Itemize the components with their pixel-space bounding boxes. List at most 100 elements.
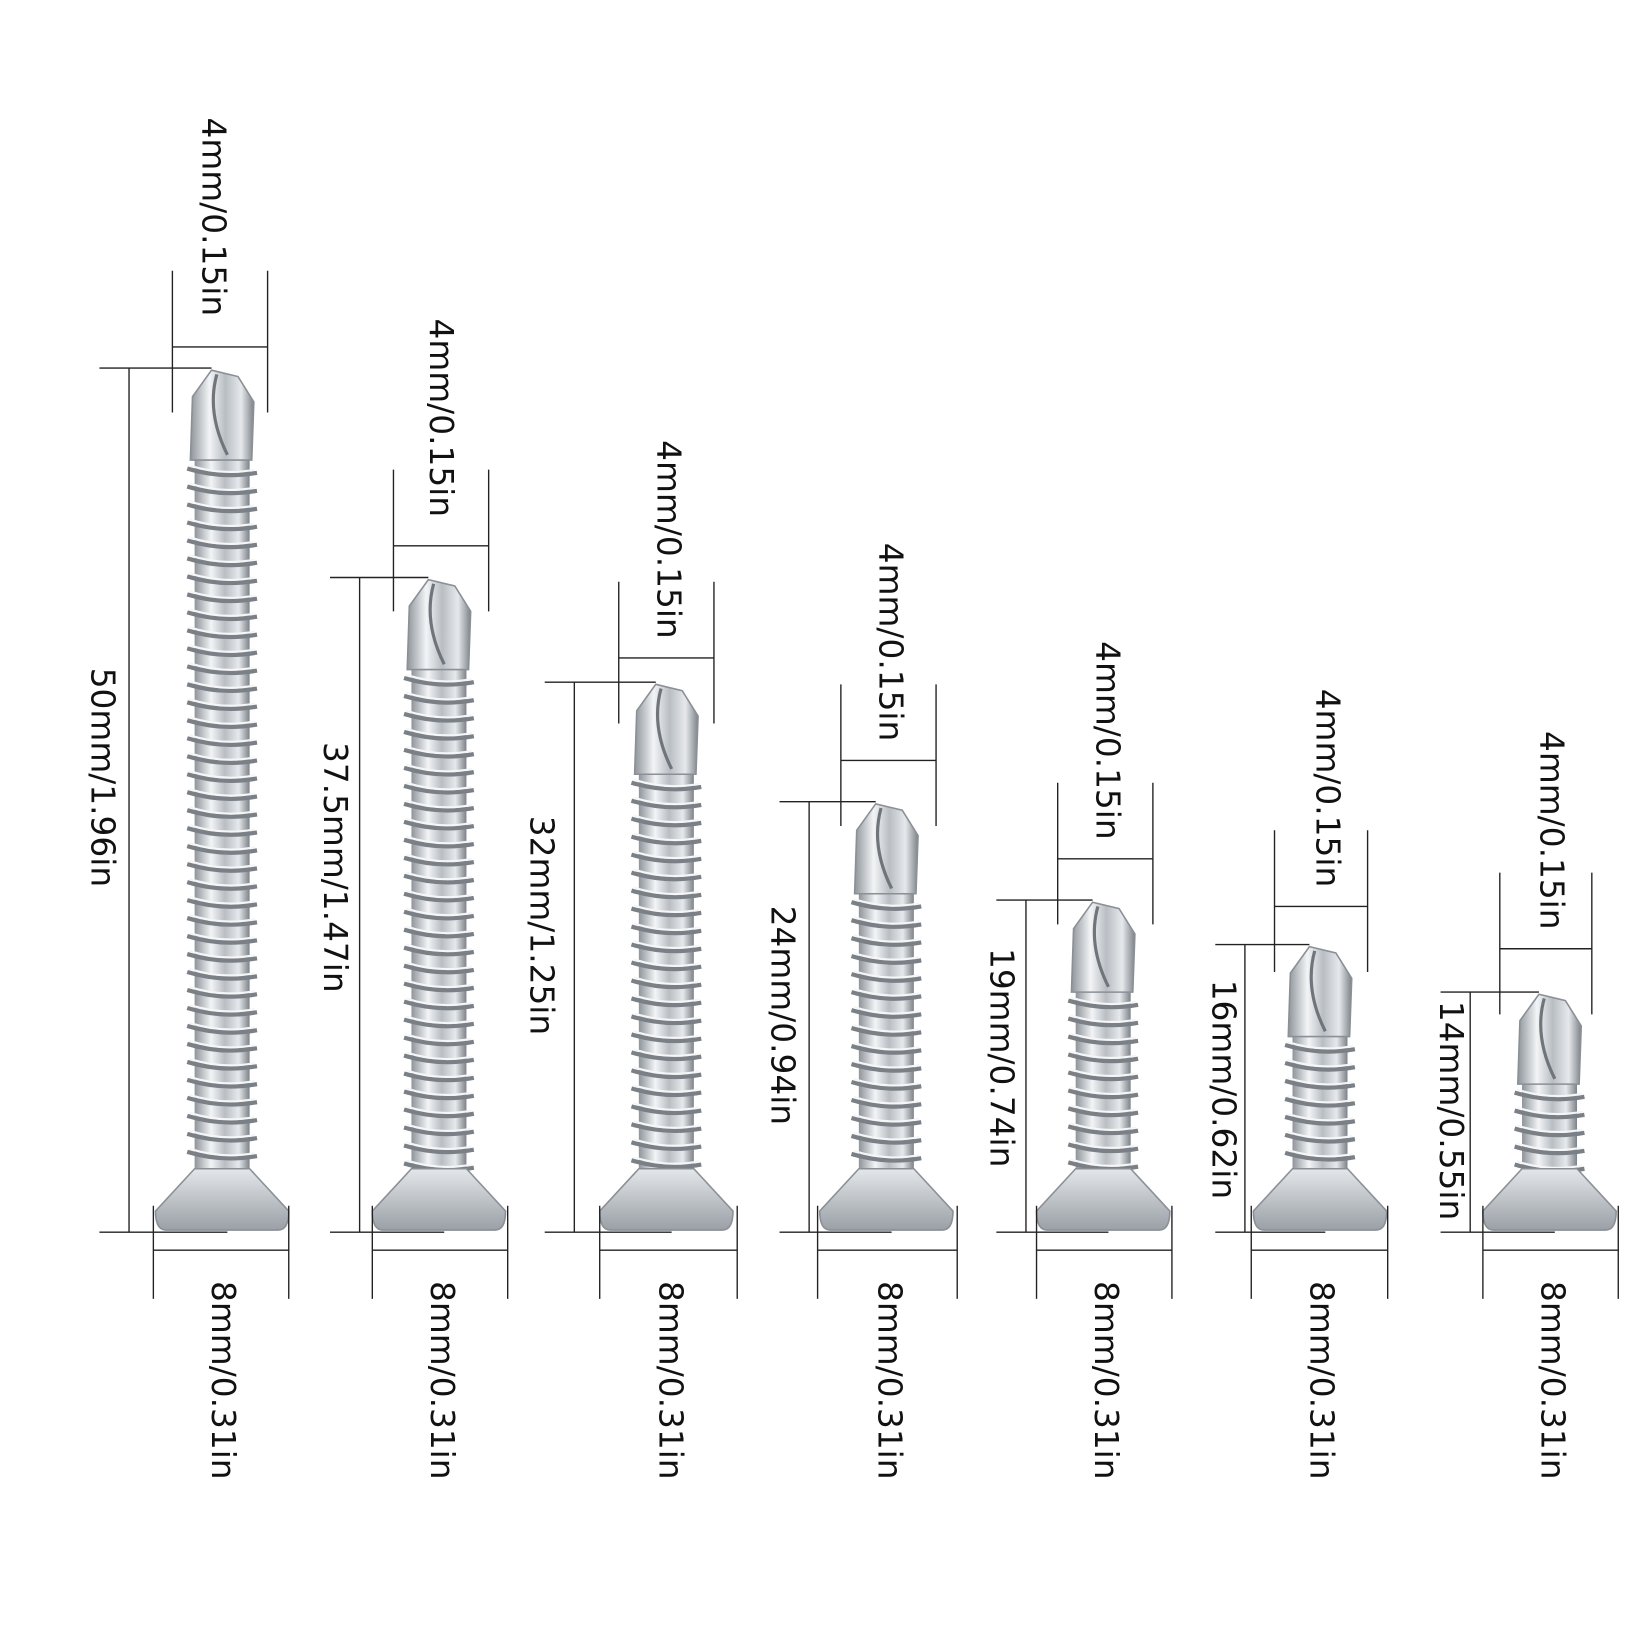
screw-thread-hi (853, 1077, 920, 1087)
screw-thread-hi (405, 1051, 472, 1061)
head-label: 8mm/0.31in (870, 1281, 908, 1480)
screw-thread-hi (1516, 1106, 1583, 1116)
screw-thread (403, 837, 475, 849)
screw-thread (186, 1023, 258, 1035)
screw: 16mm/0.62in 4mm/0.15in 8mm/0.31in (1205, 689, 1389, 1480)
screw-thread (403, 765, 475, 777)
screw-thread-hi (1286, 1094, 1353, 1104)
tip-label: 4mm/0.15in (1088, 641, 1126, 840)
screw-thread-hi (189, 985, 256, 995)
screw-thread-hi (853, 1131, 920, 1141)
screw-thread-hi (405, 961, 472, 971)
screw-thread-hi (189, 841, 256, 851)
screw-thread (186, 1005, 258, 1017)
screw-thread-hi (405, 691, 472, 701)
screw-tip (1516, 993, 1583, 1085)
screw-thread-hi (189, 770, 256, 779)
screw-thread-hi (189, 859, 256, 869)
screw-thread-hi (633, 1084, 700, 1093)
head-label: 8mm/0.31in (204, 1281, 242, 1480)
screw: 14mm/0.55in 4mm/0.15in 8mm/0.31in (1432, 731, 1619, 1480)
screw-thread-hi (853, 1149, 920, 1159)
screw-tip (1287, 945, 1353, 1038)
screw-thread (186, 1131, 258, 1143)
screw-thread-hi (633, 868, 700, 878)
screw-thread (403, 819, 475, 831)
screw-thread-hi (405, 1159, 472, 1168)
screw-thread (186, 484, 258, 496)
screw: 24mm/0.94in 4mm/0.15in 8mm/0.31in (764, 543, 958, 1480)
screw-thread-hi (189, 1075, 256, 1085)
length-label: 14mm/0.55in (1432, 1001, 1470, 1220)
screw-thread-hi (1070, 1122, 1137, 1131)
screw-thread (403, 729, 475, 741)
screw-thread-hi (189, 482, 256, 492)
screw-thread-hi (189, 806, 256, 815)
screw-thread-hi (633, 1066, 700, 1075)
screw-thread (403, 1089, 475, 1101)
screw-thread-hi (189, 913, 256, 923)
screw-thread-hi (189, 931, 256, 941)
screw-thread (403, 927, 475, 939)
screw-thread-hi (853, 1023, 920, 1033)
head-label: 8mm/0.31in (423, 1281, 461, 1480)
screw-thread (403, 711, 475, 723)
screw-thread (186, 736, 258, 747)
screw-thread-hi (405, 1069, 472, 1079)
screw-thread-hi (633, 886, 700, 896)
screw-tip (1070, 901, 1136, 993)
screw-thread (630, 852, 702, 864)
length-label: 16mm/0.62in (1205, 980, 1243, 1199)
screw-thread (186, 844, 258, 855)
screw-thread (630, 1104, 702, 1116)
screw-thread-hi (633, 1102, 700, 1111)
screw-thread-hi (405, 1141, 472, 1150)
screw-tip (406, 578, 472, 671)
screw-thread (186, 664, 258, 676)
screw-thread-hi (405, 1105, 472, 1114)
tip-label: 4mm/0.15in (195, 118, 233, 317)
screw-thread-hi (633, 1048, 700, 1057)
tip-flute (1539, 998, 1557, 1080)
screw-thread (630, 816, 702, 828)
screw-thread-hi (853, 1005, 920, 1015)
screw-thread-hi (853, 1095, 920, 1105)
screw-thread (186, 916, 258, 927)
screw-thread (630, 906, 702, 918)
screw-thread (186, 952, 258, 963)
screw-thread-hi (405, 979, 472, 989)
screw-thread-hi (405, 871, 472, 881)
screw: 50mm/1.96in 4mm/0.15in 8mm/0.31in (83, 118, 290, 1480)
tip-label: 4mm/0.15in (649, 440, 687, 639)
screw-thread (186, 682, 258, 694)
screw: 37.5mm/1.47in 4mm/0.15in 8mm/0.31in (316, 319, 509, 1480)
screw-thread (850, 1097, 922, 1109)
screw-thread-hi (189, 554, 256, 563)
screw-thread (186, 969, 258, 981)
screw-thread (1067, 1016, 1139, 1028)
screw-thread-hi (853, 933, 920, 943)
screw-thread-hi (1070, 1140, 1137, 1149)
screw-thread (850, 1115, 922, 1127)
screw-thread-hi (853, 898, 920, 907)
screw-thread (630, 1014, 702, 1026)
screw-thread (403, 1017, 475, 1029)
screw-tip (853, 802, 919, 895)
screw: 19mm/0.74in 4mm/0.15in 8mm/0.31in (983, 641, 1173, 1480)
screw-thread-hi (189, 823, 256, 833)
screw-thread-hi (189, 1003, 256, 1013)
screw-thread (186, 466, 258, 478)
screw-thread (186, 700, 258, 712)
screw-thread (850, 1044, 922, 1055)
screw-thread-hi (405, 835, 472, 845)
screw-thread-hi (1070, 1032, 1137, 1042)
screw-thread (630, 1122, 702, 1134)
screw-head (1252, 1167, 1388, 1231)
screw-thread (186, 862, 258, 873)
screw-thread-hi (189, 590, 256, 599)
screw-thread-hi (189, 1111, 256, 1121)
screw-thread-hi (405, 889, 472, 899)
screw-thread-hi (189, 608, 256, 617)
screw-thread-hi (853, 916, 920, 925)
